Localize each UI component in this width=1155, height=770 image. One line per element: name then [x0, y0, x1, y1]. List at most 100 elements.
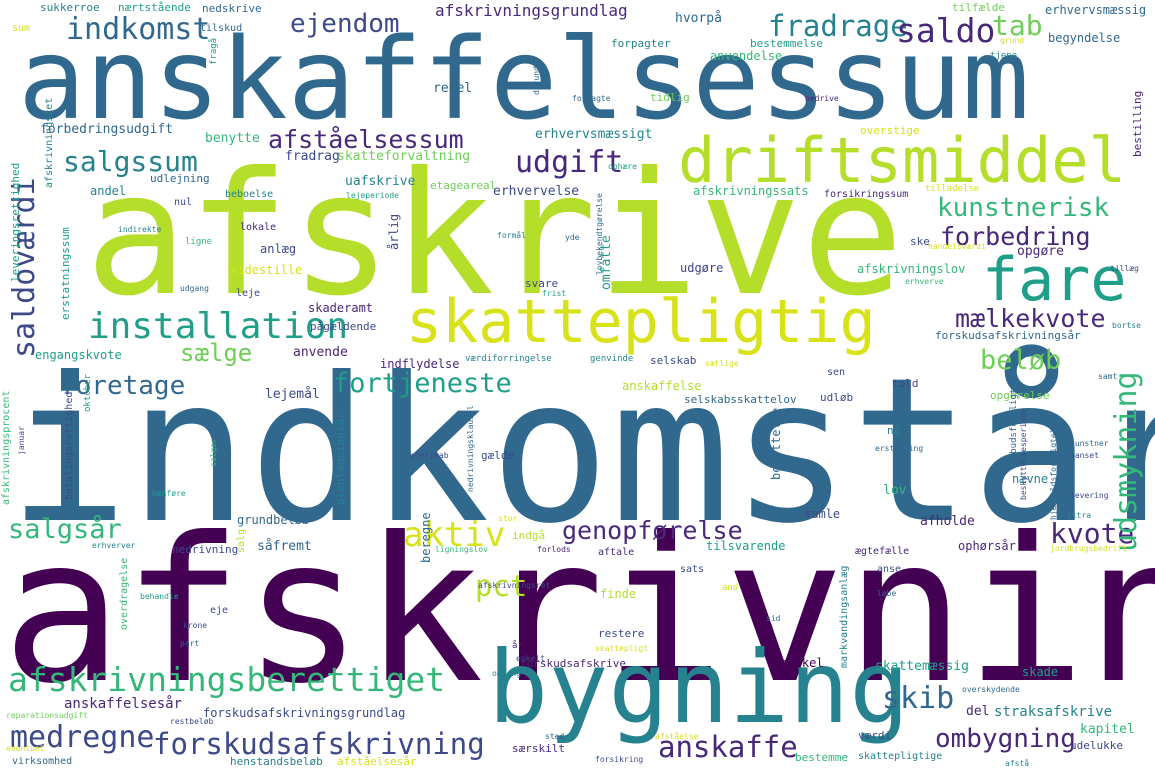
word-lejeperiode: lejeperiode [346, 191, 399, 200]
word-vaerdi: værdi [858, 729, 892, 742]
word-benyttelse: benyttelse [769, 407, 783, 480]
word-indgaa: indgå [512, 529, 546, 542]
word-markvandingsanlaeg: markvandingsanlæg [839, 565, 850, 668]
word-beboelse: beboelse [225, 189, 274, 200]
word-selskab: selskab [650, 354, 697, 367]
word-forpagte: forpagte [572, 94, 611, 103]
word-sid: sid [766, 614, 781, 623]
word-ligne: ligne [185, 237, 213, 247]
word-hvorpaa: hvorpå [675, 11, 722, 26]
word-erhvervsmaessig: erhvervsmæssig [1045, 3, 1147, 17]
word-saerskilt: særskilt [512, 742, 565, 755]
word-skattemaessig: skattemæssig [875, 659, 969, 674]
word-fradrage: fradrage [768, 9, 908, 43]
word-udelukke: udelukke [1070, 739, 1123, 752]
word-nedrive: nedrive [805, 94, 839, 103]
word-aar: år [512, 641, 523, 651]
word-part: part [180, 639, 200, 648]
word-erhverve: erhverve [905, 277, 944, 286]
word-fare: fare [982, 245, 1127, 315]
word-fortjeneste: fortjeneste [333, 368, 512, 399]
word-skatteforvaltning: skatteforvaltning [337, 149, 471, 164]
word-bygning: bygning [488, 629, 910, 746]
word-grundbeloeb: grundbeløb [237, 513, 310, 527]
word-afstaa: afstå [1005, 759, 1030, 768]
word-sats: sats [680, 564, 705, 575]
word-virksomhed: virksomhed [12, 756, 73, 767]
word-ligningslov: ligningslov [435, 545, 488, 554]
word-bestemme: bestemme [795, 751, 848, 764]
word-forsikring: forsikring [595, 755, 644, 764]
word-skade: skade [1022, 665, 1059, 679]
word-yde: yde [565, 233, 580, 242]
word-reparationsudgift: reparationsudgift [6, 711, 88, 720]
word-beregne: beregne [419, 512, 433, 563]
word-kapitel: kapitel [1080, 722, 1135, 737]
word-skattepligtig: skattepligtig [406, 287, 876, 357]
word-grund: grund [1000, 36, 1025, 45]
word-pct: pct [475, 569, 528, 603]
word-saldo: saldo [896, 11, 996, 50]
word-kunstner: kunstner [1070, 439, 1109, 448]
word-henstandsbeloeb: henstandsbeløb [230, 755, 323, 768]
word-aktiv: aktiv [403, 515, 506, 555]
word-afskrivningssats: afskrivningssats [693, 184, 809, 198]
word-anse: anse [877, 564, 902, 575]
word-aftale: aftale [598, 547, 635, 558]
word-litra: litra [1067, 511, 1092, 520]
word-anvende: anvende [293, 345, 348, 360]
word-betalingsrettighed: betalingsrettighed [64, 391, 75, 500]
word-erhverver: erhverver [92, 541, 136, 550]
word-afstaaelsesaar: afståelsesår [337, 755, 417, 768]
word-overstige: overstige [860, 124, 920, 137]
word-selskabsskattelov: selskabsskattelov [684, 393, 797, 406]
word-medregne: medregne [10, 720, 155, 755]
word-lejemaal: lejemål [265, 387, 320, 402]
word-tilskud: tilskud [200, 23, 243, 34]
word-paagaeldende: pågældende [310, 320, 377, 333]
word-afskrivningsgrundlag: afskrivningsgrundlag [435, 1, 628, 20]
word-omfang: omfang [492, 669, 521, 678]
word-gaelde: gælde [481, 449, 515, 462]
word-del: del [966, 704, 990, 719]
word-forbedring: forbedring [940, 222, 1091, 251]
word-bestemmelse: bestemmelse [750, 37, 823, 50]
word-engangskvote: engangskvote [35, 348, 122, 362]
word-afholde: afholde [920, 514, 975, 529]
word-erstatningssum: erstatningssum [59, 227, 72, 320]
word-anskaffe: anskaffe [658, 730, 798, 764]
word-eventuel: eventuel [6, 744, 45, 753]
word-nul: nul [174, 197, 193, 208]
word-afskrivningsprocent: afskrivningsprocent [1, 390, 12, 505]
word-henfoere: henføre [152, 489, 186, 498]
word-begyndelse: begyndelse [1048, 31, 1121, 45]
word-sted: sted [545, 732, 565, 741]
word-aegtefaelle: ægtefælle [855, 546, 910, 557]
word-erhvervsmaessigt: erhvervsmæssigt [535, 127, 653, 142]
word-indkomst: indkomst [66, 12, 211, 47]
word-hjemfaldsforpligtelse: hjemfaldsforpligtelse [1049, 418, 1058, 520]
word-frist: frist [542, 289, 567, 298]
word-udgang: udgang [180, 284, 209, 293]
word-nedrivningsklausul: nedrivningsklausul [466, 405, 475, 492]
word-andel: andel [90, 184, 127, 198]
word-installation: installation [88, 306, 349, 347]
word-lokale: lokale [240, 222, 277, 233]
word-loebe: løbe [877, 589, 897, 598]
word-saetlige: sætlige [705, 359, 739, 368]
word-told: told [892, 377, 919, 390]
word-tilbudstrafikken: tilbudsforpligtelse [1009, 367, 1019, 470]
word-opgoerelse: opgørelse [990, 389, 1050, 402]
word-tilfaelde: tilfælde [952, 1, 1005, 14]
word-svare: svare [525, 277, 559, 290]
word-tillaeg: tillæg [1110, 264, 1139, 273]
word-forskudsafskrivningsgrundlag: forskudsafskrivningsgrundlag [203, 706, 406, 720]
word-ombygning: ombygning [935, 724, 1076, 754]
word-udsmykning: udsmykning [1109, 371, 1144, 552]
word-kvote: kvote [1050, 517, 1135, 550]
word-skattepligtige: skattepligtige [858, 751, 943, 762]
word-forskudsafskrivningsaar: forskudsafskrivningsår [935, 329, 1081, 342]
word-januar: januar [17, 426, 26, 455]
word-erhvervelse: erhvervelse [493, 184, 580, 199]
